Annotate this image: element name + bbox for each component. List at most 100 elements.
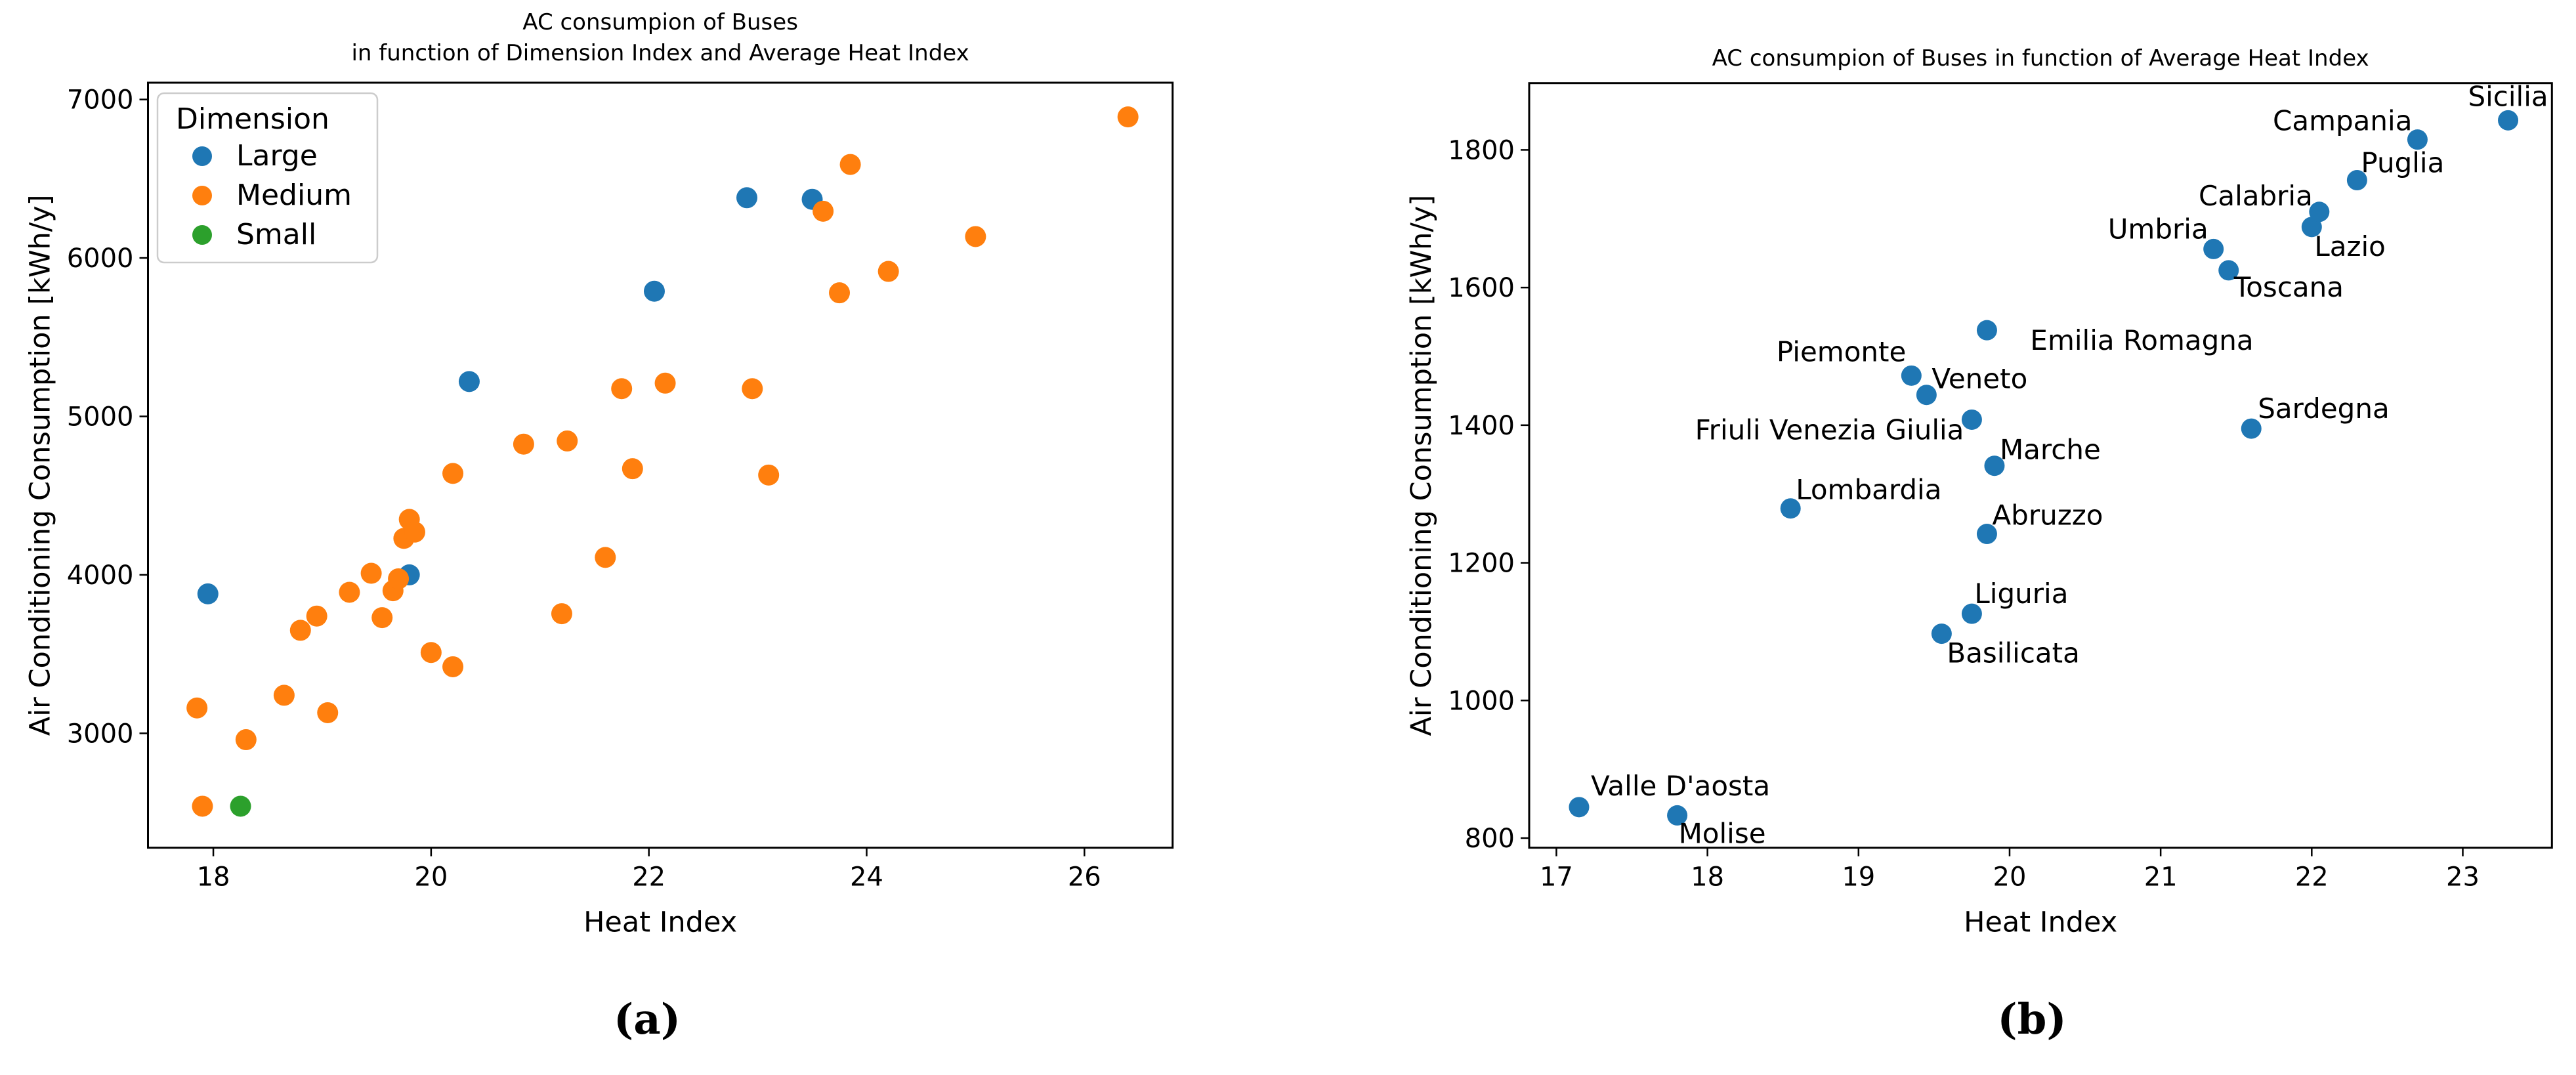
scatter-point (2309, 201, 2330, 222)
plot-frame (147, 81, 1174, 849)
scatter-point (1931, 623, 1952, 644)
panel-a: 18 20 22 24 26 3000 4000 5000 6000 7000 AC consump… (24, 9, 1174, 939)
x-tick-label: 26 (1068, 862, 1101, 893)
chart-title: AC consumpion of Buses in function of Av… (1712, 45, 2369, 72)
y-axis-title: Air Conditioning Consumption [kWh/y] (1405, 195, 1438, 736)
panel-a-caption: (a) (613, 995, 681, 1044)
scatter-point (758, 464, 780, 486)
scatter-point (1901, 365, 1922, 386)
y-tick-label: 1600 (1448, 273, 1515, 303)
y-tick-label: 1000 (1448, 686, 1515, 716)
scatter-point (1976, 320, 1997, 341)
x-axis-title: Heat Index (1964, 906, 2117, 939)
x-tick-label: 23 (2446, 862, 2480, 893)
x-tick-label: 20 (414, 862, 448, 893)
scatter-point (557, 430, 578, 452)
scatter-point (230, 795, 251, 817)
y-tick-label: 3000 (67, 719, 134, 749)
scatter-point (611, 378, 633, 400)
scatter-point (513, 433, 534, 455)
annotation-label: Puglia (2361, 147, 2444, 179)
annotation-label: Abruzzo (1992, 499, 2103, 532)
annotation-label: Lazio (2314, 230, 2386, 263)
scatter-point (595, 547, 616, 568)
legend-marker-medium (192, 186, 212, 205)
scatter-point (1916, 385, 1937, 406)
series-regions (1569, 110, 2519, 826)
scatter-point (186, 697, 208, 719)
x-tick-label: 17 (1540, 862, 1573, 893)
scatter-point (1667, 805, 1688, 826)
scatter-point (192, 795, 213, 817)
annotation-label: Marche (2000, 434, 2101, 466)
plot-frame (1528, 82, 2553, 849)
scatter-point (317, 702, 339, 723)
annotation-label: Molise (1679, 817, 1766, 849)
scatter-point (736, 187, 757, 209)
x-tick-label: 22 (632, 862, 665, 893)
scatter-point (339, 581, 360, 603)
annotation-label: Friuli Venezia Giulia (1695, 413, 1964, 446)
scatter-point (197, 583, 219, 604)
annotation-label: Sardegna (2258, 392, 2389, 425)
scatter-point (371, 607, 393, 629)
y-tick-label: 5000 (67, 402, 134, 432)
scatter-point (643, 280, 665, 302)
annotation-label: Valle D'aosta (1591, 770, 1770, 802)
scatter-point (388, 568, 410, 589)
scatter-point (2241, 418, 2262, 439)
scatter-point (235, 729, 257, 751)
legend-label: Small (236, 218, 316, 251)
scatter-point (622, 458, 643, 480)
x-tick-label: 18 (1691, 862, 1724, 893)
x-axis-title: Heat Index (583, 906, 737, 939)
y-tick-label: 1400 (1448, 411, 1515, 441)
scatter-point (273, 685, 295, 706)
series-medium (186, 106, 1139, 817)
annotation-label: Basilicata (1947, 637, 2079, 669)
series-large (197, 187, 823, 604)
x-tick-label: 18 (197, 862, 230, 893)
annotation-label: Lombardia (1796, 474, 1941, 506)
x-tick-label: 24 (850, 862, 883, 893)
scatter-point (1961, 603, 1982, 624)
annotation-label: Liguria (1974, 578, 2068, 610)
scatter-point (360, 562, 382, 584)
legend-label: Large (236, 139, 318, 173)
annotation-label: Veneto (1932, 363, 2027, 395)
scatter-point (2346, 170, 2367, 191)
scatter-point (742, 378, 763, 400)
series-small (230, 795, 251, 817)
y-tick-label: 1200 (1448, 549, 1515, 579)
scatter-point (2203, 238, 2224, 259)
legend-label: Medium (236, 179, 352, 212)
x-tick-label: 19 (1842, 862, 1875, 893)
y-tick-label: 800 (1465, 824, 1515, 854)
annotation-label: Calabria (2199, 180, 2313, 212)
scatter-point (404, 521, 425, 543)
panel-b-caption: (b) (1997, 995, 2067, 1044)
annotation-label: Campania (2273, 105, 2412, 137)
scatter-point (551, 603, 572, 625)
annotation-label: Sicilia (2468, 80, 2548, 112)
y-axis-title: Air Conditioning Consumption [kWh/y] (24, 195, 57, 736)
scatter-point (839, 154, 861, 175)
scatter-point (306, 605, 327, 627)
chart-title: in function of Dimension Index and Avera… (351, 40, 969, 66)
scatter-point (2407, 129, 2428, 150)
panel-b: 17 18 19 20 21 22 23 800 1000 1200 1400 1600 1800 AC … (1405, 45, 2553, 939)
scatter-point (1569, 797, 1590, 818)
legend-title: Dimension (176, 102, 329, 136)
scatter-point (442, 656, 464, 677)
scatter-point (877, 261, 899, 282)
legend-box (156, 92, 379, 264)
scatter-point (2301, 217, 2322, 238)
scatter-point (458, 371, 480, 392)
annotation-label: Umbria (2108, 213, 2208, 245)
x-tick-label: 21 (2144, 862, 2178, 893)
y-tick-label: 4000 (67, 560, 134, 591)
annotation-label: Emilia Romagna (2030, 324, 2253, 356)
